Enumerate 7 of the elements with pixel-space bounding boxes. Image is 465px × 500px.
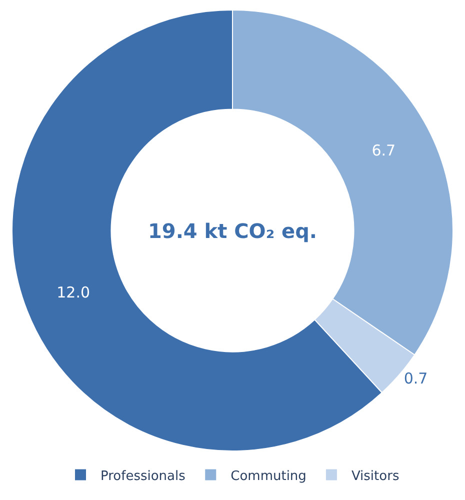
legend-label: Commuting xyxy=(230,468,306,484)
legend-label: Professionals xyxy=(100,468,186,484)
legend-label: Visitors xyxy=(351,468,400,484)
data-label: 6.7 xyxy=(372,142,396,160)
data-label: 12.0 xyxy=(56,284,90,302)
text: 19.4 kt CO₂ eq. xyxy=(148,219,318,243)
data-label: 0.7 xyxy=(404,370,428,388)
